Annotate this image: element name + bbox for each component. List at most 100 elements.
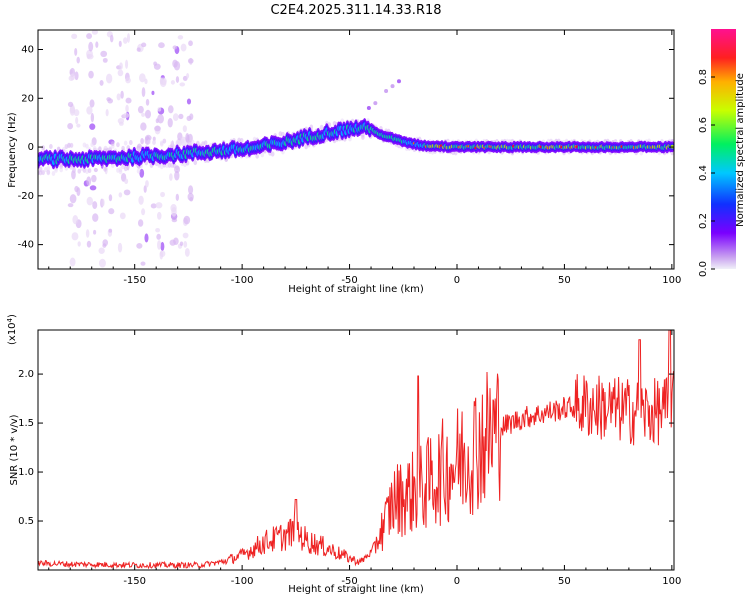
heatmap-cell	[123, 166, 128, 172]
heatmap-cell	[98, 247, 105, 254]
heatmap-cell	[59, 167, 64, 173]
heatmap-cell	[99, 79, 104, 86]
heatmap-cell	[141, 42, 147, 48]
heatmap-cell	[93, 229, 97, 235]
x-tick-label: 100	[662, 275, 681, 286]
heatmap-cell	[144, 109, 152, 119]
x-tick-label: -100	[231, 275, 254, 286]
y-tick-label: 2.0	[18, 369, 34, 380]
heatmap-cell	[186, 98, 192, 105]
heatmap-cell	[136, 47, 141, 52]
heatmap-cell	[160, 191, 166, 198]
heatmap-cell	[396, 79, 401, 84]
y-tick-label: 40	[21, 45, 34, 56]
heatmap-cell	[76, 123, 81, 128]
heatmap-cell	[95, 41, 99, 48]
y-tick-label: -20	[18, 191, 34, 202]
heatmap-cell	[172, 113, 179, 121]
x-tick-label: -150	[123, 275, 146, 286]
snr-y-ticks: 0.5 1.0 1.5 2.0	[18, 369, 674, 527]
x-tick-label: 0	[454, 275, 460, 286]
heatmap-cell	[93, 167, 98, 173]
figure-title: C2E4.2025.311.14.33.R18	[270, 3, 441, 18]
heatmap-cell	[118, 40, 122, 48]
heatmap-cell	[90, 142, 94, 148]
x-tick-label: 50	[558, 275, 571, 286]
heatmap-cell	[41, 145, 45, 151]
heatmap-cell	[101, 198, 105, 207]
heatmap-cell	[119, 62, 123, 70]
heatmap-cell	[129, 140, 133, 146]
heatmap-cell	[86, 176, 92, 186]
heatmap-cell	[74, 48, 78, 56]
heatmap-cell	[89, 123, 96, 130]
heatmap-cell	[77, 241, 81, 247]
heatmap-cell	[108, 146, 112, 152]
x-tick-label: -100	[231, 576, 254, 587]
heatmap-cell	[190, 139, 195, 145]
heatmap-cell	[89, 99, 95, 108]
heatmap-cell	[86, 106, 93, 115]
heatmap-cell	[153, 61, 157, 66]
heatmap-cell	[125, 104, 129, 113]
heatmap-cell	[180, 43, 187, 52]
heatmap-cell	[72, 214, 79, 225]
heatmap-cell	[154, 125, 161, 132]
spectrogram-x-ticks: -150 -100 -50 0 50 100	[48, 30, 681, 286]
snr-scale-exp: 4	[6, 317, 14, 322]
colorbar-tick-label: 0.2	[698, 213, 709, 229]
heatmap-cell	[116, 142, 120, 148]
heatmap-cell	[188, 40, 193, 47]
heatmap-cell	[51, 170, 56, 176]
heatmap-cell	[162, 138, 167, 144]
x-tick-label: -50	[341, 576, 357, 587]
heatmap-cell	[175, 76, 180, 83]
heatmap-cell	[177, 35, 184, 40]
heatmap-cell	[118, 167, 123, 173]
heatmap-cell	[390, 84, 395, 89]
heatmap-cell	[175, 193, 179, 201]
heatmap-cell	[183, 241, 188, 248]
heatmap-cell	[157, 211, 162, 220]
heatmap-cell	[41, 170, 45, 176]
heatmap-cell	[157, 107, 162, 112]
heatmap-cell	[183, 215, 191, 225]
heatmap-cell	[92, 145, 97, 151]
heatmap-cell	[107, 98, 114, 104]
colorbar-ticks: 0.0 0.2 0.4 0.6 0.8	[698, 69, 715, 277]
heatmap-cell	[203, 140, 208, 146]
heatmap-cell	[186, 134, 190, 145]
heatmap-cell	[175, 165, 180, 171]
heatmap-cell	[189, 197, 194, 202]
colorbar: 0.0 0.2 0.4 0.6 0.8 Normalized spectral ampl…	[698, 29, 746, 277]
heatmap-cell	[141, 112, 146, 117]
heatmap-cell	[102, 57, 108, 63]
heatmap-cell	[150, 203, 157, 209]
y-tick-label: 0.5	[18, 516, 34, 527]
heatmap-cell	[119, 212, 126, 220]
heatmap-cell	[186, 73, 190, 79]
heatmap-cell	[86, 53, 91, 60]
heatmap-cell	[187, 58, 194, 64]
heatmap-cell	[186, 115, 192, 122]
snr-x-ticks: -150 -100 -50 0 50 100	[48, 330, 681, 587]
heatmap-cell	[170, 80, 175, 85]
heatmap-cell	[89, 185, 97, 191]
heatmap-cell	[74, 185, 79, 193]
x-tick-label: -150	[123, 576, 146, 587]
heatmap-cell	[158, 42, 165, 49]
heatmap-cell	[92, 213, 99, 222]
heatmap-cell	[85, 229, 90, 238]
heatmap-cell	[102, 239, 109, 247]
heatmap-cell	[193, 160, 198, 166]
heatmap-cell	[182, 232, 189, 239]
heatmap-cell	[100, 50, 108, 58]
snr-series-line	[38, 330, 674, 570]
heatmap-cell	[91, 30, 98, 35]
snr-y-label: SNR (10 * v/v)	[9, 414, 20, 485]
heatmap-cell	[90, 112, 95, 123]
heatmap-cell	[105, 108, 109, 117]
heatmap-cell	[319, 124, 324, 130]
heatmap-cell	[125, 59, 129, 69]
heatmap-cell	[92, 201, 98, 209]
